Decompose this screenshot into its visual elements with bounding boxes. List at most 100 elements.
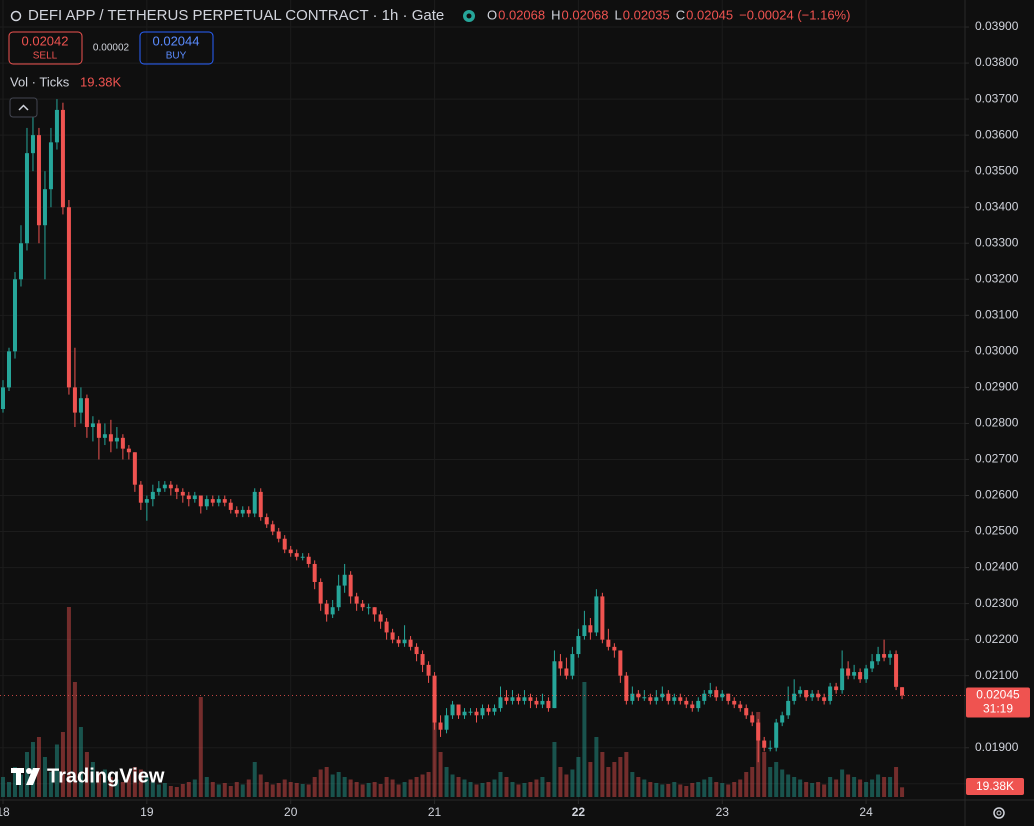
- volume-bar: [300, 784, 305, 797]
- candle-body: [720, 693, 725, 698]
- candle-body: [66, 207, 71, 388]
- volume-bar: [828, 777, 833, 797]
- volume-bar: [696, 782, 701, 797]
- volume-bar: [330, 774, 335, 797]
- candle-body: [168, 484, 173, 489]
- candle-body: [318, 581, 323, 604]
- volume-bar: [384, 777, 389, 797]
- candle-body: [594, 596, 599, 633]
- candle-body: [708, 690, 713, 694]
- candle-body: [462, 711, 467, 716]
- volume-bar: [162, 783, 167, 797]
- y-tick-label: 0.02600: [975, 488, 1019, 502]
- grid: [0, 0, 965, 800]
- volume-bar: [408, 779, 413, 797]
- candle-body: [840, 668, 845, 691]
- candle-body: [186, 495, 191, 500]
- candle-body: [492, 708, 497, 712]
- volume-bar: [672, 782, 677, 797]
- volume-bar: [288, 782, 293, 797]
- volume-bar: [876, 774, 881, 797]
- candle-body: [366, 607, 371, 609]
- volume-bar: [318, 769, 323, 797]
- volume-bar: [858, 779, 863, 797]
- volume-bar: [270, 784, 275, 797]
- y-tick-label: 0.02700: [975, 452, 1019, 466]
- volume-bar: [468, 782, 473, 797]
- y-tick-label: 0.02500: [975, 524, 1019, 538]
- y-tick-label: 0.02400: [975, 560, 1019, 574]
- volume-bar: [804, 782, 809, 797]
- volume-bar: [402, 782, 407, 797]
- candle-body: [738, 704, 743, 709]
- sell-button[interactable]: [8, 31, 83, 65]
- candle-body: [18, 243, 23, 280]
- collapse-button[interactable]: [9, 97, 38, 118]
- candle-body: [600, 596, 605, 640]
- candle-body: [72, 387, 77, 413]
- sell-label[interactable]: SELL: [33, 51, 58, 62]
- candle-body: [486, 708, 491, 712]
- volume-bar: [126, 774, 131, 797]
- volume-bar: [702, 779, 707, 797]
- volume-bar: [474, 784, 479, 797]
- volume-bar: [594, 737, 599, 797]
- market-status-dot: [466, 13, 472, 19]
- volume-bar: [108, 777, 113, 797]
- candle-body: [480, 708, 485, 716]
- volume-bar: [132, 767, 137, 797]
- volume-bar: [276, 783, 281, 797]
- candle-body: [564, 668, 569, 676]
- candle-body: [354, 596, 359, 604]
- candle-body: [198, 495, 203, 507]
- volume-bar: [456, 777, 461, 797]
- candle-body: [324, 603, 329, 615]
- buy-button[interactable]: [139, 31, 214, 65]
- candle-body: [750, 715, 755, 723]
- settings-icon[interactable]: [993, 807, 1005, 819]
- volume-bar: [222, 783, 227, 797]
- volume-bar: [6, 782, 11, 797]
- volume-bar: [894, 767, 899, 797]
- volume-bar: [372, 782, 377, 797]
- candle-body: [582, 625, 587, 637]
- collapse-icon[interactable]: [18, 104, 29, 111]
- candle-body: [222, 499, 227, 503]
- volume-bar: [12, 767, 17, 797]
- volume-bar: [24, 752, 29, 797]
- buy-price[interactable]: 0.02044: [153, 33, 200, 48]
- candle-body: [258, 491, 263, 518]
- volume-bar: [144, 777, 149, 797]
- last-price-box: [966, 687, 1030, 718]
- candle-body: [612, 646, 617, 651]
- candle-body: [294, 553, 299, 557]
- volume-bar: [96, 772, 101, 797]
- volume-bar: [750, 767, 755, 797]
- watermark-text: TradingView: [47, 765, 165, 787]
- candle-body: [828, 686, 833, 701]
- volume-bar: [708, 777, 713, 797]
- volume-bar: [336, 772, 341, 797]
- volume-bar: [798, 779, 803, 797]
- candle-body: [192, 495, 197, 500]
- candle-body: [246, 509, 251, 514]
- volume-bar: [216, 784, 221, 797]
- candle-body: [648, 697, 653, 701]
- candle-body: [444, 715, 449, 730]
- sell-price[interactable]: 0.02042: [22, 33, 69, 48]
- settings-icon-center[interactable]: [996, 810, 1002, 816]
- legend-item: −0.00024 (−1.16%): [739, 7, 850, 22]
- volume-bar: [462, 779, 467, 797]
- volume-bar: [888, 777, 893, 797]
- candle-body: [450, 704, 455, 716]
- volume-axis-label: 19.38K: [976, 779, 1014, 793]
- y-tick-label: 0.02300: [975, 596, 1019, 610]
- candle-body: [498, 697, 503, 709]
- candle-body: [732, 700, 737, 705]
- candle-body: [642, 697, 647, 699]
- candle-body: [576, 636, 581, 655]
- buy-label[interactable]: BUY: [166, 51, 187, 62]
- volume-bar: [600, 752, 605, 797]
- volume-bar: [420, 774, 425, 797]
- candle-body: [696, 700, 701, 709]
